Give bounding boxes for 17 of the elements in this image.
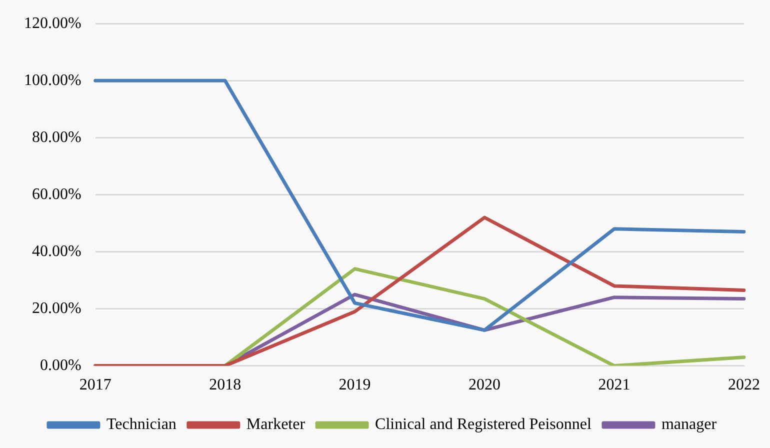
y-tick-label: 0.00% [40,357,82,374]
y-tick-label: 20.00% [32,300,82,317]
legend-label: Clinical and Registered Peisonnel [375,416,592,434]
y-tick-label: 40.00% [32,242,82,260]
x-tick-label: 2017 [79,376,112,394]
y-tick-label: 60.00% [32,186,82,203]
legend-label: manager [661,416,718,434]
y-tick-label: 80.00% [32,128,82,146]
x-tick-label: 2019 [338,376,371,394]
x-tick-label: 2021 [598,376,630,394]
y-tick-label: 100.00% [24,72,82,89]
legend-label: Marketer [246,416,306,434]
x-tick-label: 2020 [468,376,501,394]
y-tick-label: 120.00% [24,14,82,32]
x-tick-label: 2018 [209,376,242,394]
legend-label: Technician [106,416,176,434]
x-tick-label: 2022 [728,376,760,394]
